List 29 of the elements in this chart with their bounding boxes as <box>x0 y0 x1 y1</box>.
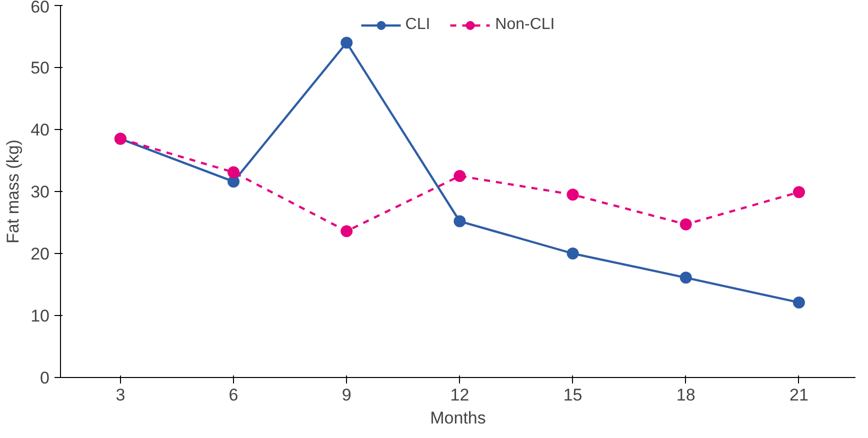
x-tick-label: 15 <box>563 386 582 404</box>
x-tick-label: 6 <box>228 386 238 404</box>
point <box>680 218 692 230</box>
legend-label: Non-CLI <box>495 16 555 34</box>
x-axis-title: Months <box>430 408 486 428</box>
point <box>792 186 805 198</box>
y-tick-label: 40 <box>30 120 50 140</box>
point <box>454 215 466 228</box>
y-axis-title: Fat mass (kg) <box>4 140 23 244</box>
legend-label: CLI <box>405 16 430 34</box>
y-tick-label: 30 <box>30 182 50 202</box>
x-tick-label: 12 <box>450 386 470 404</box>
point <box>340 36 353 49</box>
y-tick-label: 10 <box>30 306 50 326</box>
y-tick-label: 50 <box>30 58 50 78</box>
point <box>566 248 579 260</box>
point <box>680 272 692 284</box>
x-tick-label: 18 <box>676 386 696 404</box>
y-tick-label: 0 <box>40 368 50 388</box>
x-tick-label: 3 <box>116 386 126 404</box>
point <box>340 225 353 238</box>
point <box>566 188 579 201</box>
point <box>228 166 240 178</box>
y-tick-label: 60 <box>30 0 50 16</box>
x-tick-label: 9 <box>342 386 352 404</box>
x-tick-label: 21 <box>790 386 808 404</box>
point <box>792 296 805 308</box>
point <box>454 170 466 182</box>
y-tick-label: 20 <box>30 244 50 264</box>
